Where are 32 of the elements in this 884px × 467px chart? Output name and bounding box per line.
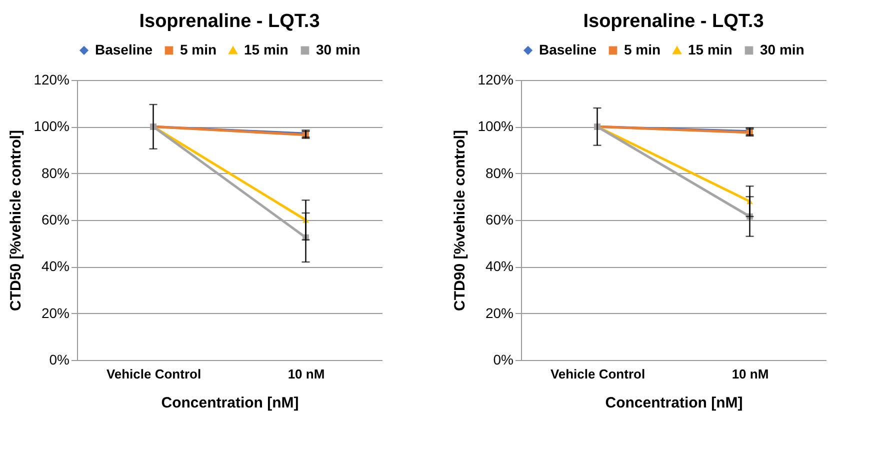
- y-tick-label: 20%: [485, 304, 514, 321]
- x-tick-label: Vehicle Control: [550, 366, 646, 382]
- y-tick-label: 60%: [41, 212, 70, 228]
- y-axis-title: CTD50 [%vehicle control]: [8, 130, 25, 311]
- x-axis-title: Concentration [nM]: [605, 394, 743, 412]
- y-tick-label: 100%: [34, 118, 70, 134]
- y-tick-label: 100%: [478, 118, 514, 134]
- y-tick-label: 0%: [49, 352, 70, 368]
- x-tick-label: 10 nM: [732, 366, 769, 382]
- legend-label: 5 min: [624, 41, 661, 58]
- chart-title: Isoprenaline - LQT.3: [139, 11, 320, 32]
- legend-label: 30 min: [760, 41, 804, 58]
- y-tick-label: 20%: [41, 304, 70, 321]
- legend-label: Baseline: [95, 41, 153, 58]
- y-tick-label: 60%: [485, 212, 514, 228]
- y-tick-label: 80%: [485, 164, 514, 181]
- legend-label: 15 min: [688, 42, 732, 58]
- y-tick-label: 120%: [34, 72, 70, 88]
- y-tick-label: 0%: [493, 352, 514, 368]
- y-axis-title: CTD90 [%vehicle control]: [452, 130, 469, 311]
- y-tick-label: 80%: [41, 164, 70, 181]
- legend-label: 15 min: [244, 42, 288, 58]
- x-tick-label: Vehicle Control: [106, 366, 202, 382]
- chart-title: Isoprenaline - LQT.3: [583, 11, 764, 32]
- x-tick-label: 10 nM: [288, 366, 325, 382]
- legend-label: 5 min: [180, 41, 217, 58]
- y-tick-label: 40%: [485, 258, 514, 274]
- legend-label: Baseline: [539, 41, 597, 58]
- y-tick-label: 120%: [478, 72, 514, 88]
- y-tick-label: 40%: [41, 258, 70, 274]
- x-axis-title: Concentration [nM]: [161, 394, 299, 412]
- legend-label: 30 min: [316, 41, 360, 58]
